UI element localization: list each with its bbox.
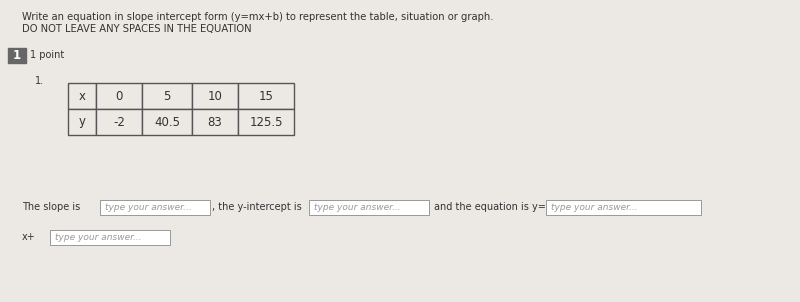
Text: 1: 1 <box>13 49 21 62</box>
Text: 5: 5 <box>163 89 170 102</box>
Text: type your answer...: type your answer... <box>105 203 192 211</box>
Text: and the equation is y=: and the equation is y= <box>434 202 546 212</box>
Text: 10: 10 <box>207 89 222 102</box>
Bar <box>192 109 238 135</box>
Text: DO NOT LEAVE ANY SPACES IN THE EQUATION: DO NOT LEAVE ANY SPACES IN THE EQUATION <box>22 24 252 34</box>
Bar <box>100 200 210 214</box>
Text: 125.5: 125.5 <box>250 115 282 128</box>
Bar <box>309 200 429 214</box>
Text: 1 point: 1 point <box>30 50 64 60</box>
Text: 1.: 1. <box>35 76 44 86</box>
Bar <box>142 109 192 135</box>
Text: type your answer...: type your answer... <box>314 203 401 211</box>
Text: -2: -2 <box>113 115 125 128</box>
Bar <box>68 109 96 135</box>
Text: The slope is: The slope is <box>22 202 80 212</box>
Bar <box>68 83 96 109</box>
Text: y: y <box>78 115 86 128</box>
Bar <box>238 109 294 135</box>
Text: x: x <box>78 89 86 102</box>
Bar <box>238 83 294 109</box>
Bar <box>546 200 701 214</box>
Text: Write an equation in slope intercept form (y=mx+b) to represent the table, situa: Write an equation in slope intercept for… <box>22 12 494 22</box>
Bar <box>96 109 142 135</box>
Text: 40.5: 40.5 <box>154 115 180 128</box>
Bar <box>142 83 192 109</box>
Text: type your answer...: type your answer... <box>55 233 142 242</box>
Text: type your answer...: type your answer... <box>551 203 638 211</box>
Text: x+: x+ <box>22 232 36 242</box>
Text: 0: 0 <box>115 89 122 102</box>
Bar <box>96 83 142 109</box>
Bar <box>192 83 238 109</box>
Text: 83: 83 <box>208 115 222 128</box>
Bar <box>50 230 170 245</box>
Text: 15: 15 <box>258 89 274 102</box>
Text: , the y-intercept is: , the y-intercept is <box>212 202 302 212</box>
Bar <box>8 48 26 63</box>
